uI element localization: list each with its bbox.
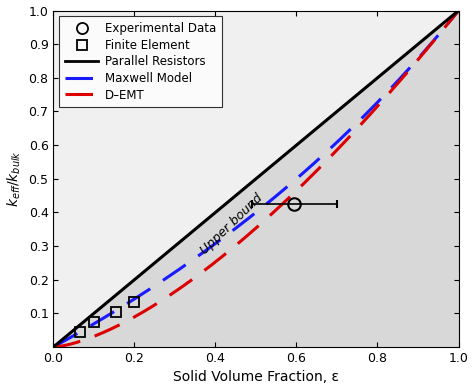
Maxwell Model bbox=[321, 152, 327, 157]
Line: Maxwell Model: Maxwell Model bbox=[54, 11, 458, 347]
D–EMT bbox=[234, 242, 239, 247]
X-axis label: Solid Volume Fraction, ε: Solid Volume Fraction, ε bbox=[173, 370, 339, 385]
Maxwell Model bbox=[456, 8, 461, 13]
Maxwell Model bbox=[356, 119, 361, 124]
D–EMT bbox=[289, 193, 295, 197]
Text: Upper bound: Upper bound bbox=[198, 191, 265, 257]
Legend: Experimental Data, Finite Element, Parallel Resistors, Maxwell Model, D–EMT: Experimental Data, Finite Element, Paral… bbox=[59, 16, 222, 107]
D–EMT bbox=[356, 125, 361, 129]
Maxwell Model bbox=[122, 303, 128, 307]
D–EMT bbox=[51, 345, 56, 349]
D–EMT bbox=[155, 301, 160, 305]
Line: D–EMT: D–EMT bbox=[54, 11, 458, 347]
D–EMT bbox=[122, 320, 128, 324]
Maxwell Model bbox=[289, 180, 295, 185]
Maxwell Model bbox=[51, 345, 56, 349]
D–EMT bbox=[456, 8, 461, 13]
Maxwell Model bbox=[155, 282, 160, 286]
D–EMT bbox=[321, 161, 327, 166]
Polygon shape bbox=[54, 11, 458, 347]
Maxwell Model bbox=[234, 225, 239, 230]
Y-axis label: $k_{eff}/k_{bulk}$: $k_{eff}/k_{bulk}$ bbox=[6, 150, 23, 207]
